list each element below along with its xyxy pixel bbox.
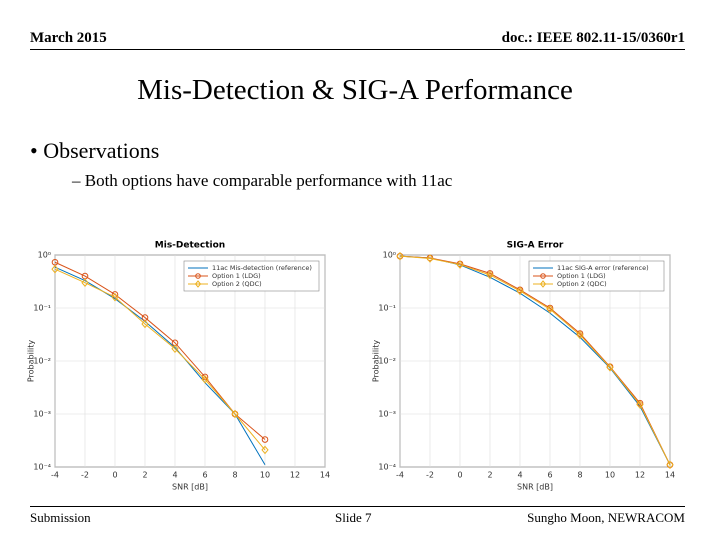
y-tick-label: 10⁻⁴ bbox=[33, 463, 51, 472]
x-tick-label: 2 bbox=[487, 471, 492, 480]
x-tick-label: -4 bbox=[51, 471, 59, 480]
x-tick-label: 10 bbox=[605, 471, 615, 480]
y-tick-label: 10⁻¹ bbox=[33, 304, 51, 313]
sub-bullet: – Both options have comparable performan… bbox=[72, 171, 453, 190]
x-tick-label: 12 bbox=[290, 471, 300, 480]
marker bbox=[201, 375, 209, 384]
x-tick-label: -4 bbox=[396, 471, 404, 480]
marker bbox=[486, 270, 494, 280]
legend-marker bbox=[540, 273, 546, 279]
x-tick-label: 10 bbox=[260, 471, 270, 480]
marker bbox=[171, 344, 179, 354]
x-tick-label: 2 bbox=[142, 471, 147, 480]
y-tick-label: 10⁰ bbox=[38, 251, 51, 260]
chart: 10⁻⁴ 10⁻³ 10⁻² 10⁻¹ 10⁰ -4 -2 0 2 4 6 8 10 12 14 Mis-De… bbox=[27, 241, 331, 492]
y-tick-label: 10⁰ bbox=[383, 251, 396, 260]
marker bbox=[111, 292, 119, 302]
chart-title: Mis-Detection bbox=[155, 241, 225, 251]
chart: 10⁻⁴ 10⁻³ 10⁻² 10⁻¹ 10⁰ -4 -2 0 2 4 6 8 10 12 14 SIG-A … bbox=[372, 241, 676, 492]
marker bbox=[141, 319, 149, 329]
legend-label: Option 2 (QDC) bbox=[212, 280, 262, 288]
marker bbox=[576, 330, 584, 340]
legend-label: Option 2 (QDC) bbox=[557, 280, 607, 288]
series-line bbox=[54, 268, 266, 451]
legend-label: 11ac Mis-detection (reference) bbox=[212, 264, 312, 272]
footer-rule bbox=[30, 506, 685, 507]
header-rule bbox=[30, 49, 685, 50]
x-tick-label: 14 bbox=[320, 471, 330, 480]
x-tick-label: 0 bbox=[112, 471, 117, 480]
marker bbox=[261, 436, 269, 443]
x-tick-label: -2 bbox=[426, 471, 434, 480]
legend-marker bbox=[195, 273, 201, 279]
marker bbox=[396, 251, 404, 261]
y-tick-label: 10⁻¹ bbox=[378, 304, 396, 313]
y-axis-label: Probability bbox=[27, 340, 36, 383]
x-axis-label: SNR [dB] bbox=[172, 483, 208, 492]
marker bbox=[51, 264, 59, 274]
marker bbox=[231, 409, 239, 419]
slide-title: Mis-Detection & SIG-A Performance bbox=[137, 74, 573, 106]
marker bbox=[636, 400, 644, 409]
marker bbox=[546, 304, 554, 314]
y-axis-label: Probability bbox=[372, 340, 381, 383]
y-tick-label: 10⁻² bbox=[378, 357, 396, 366]
x-tick-label: 8 bbox=[232, 471, 237, 480]
y-tick-label: 10⁻⁴ bbox=[378, 463, 396, 472]
y-tick-label: 10⁻² bbox=[33, 357, 51, 366]
marker bbox=[81, 278, 89, 287]
marker bbox=[606, 363, 614, 372]
bullet: • Observations bbox=[30, 138, 160, 163]
footer-left: Submission bbox=[30, 510, 91, 525]
series-line bbox=[399, 255, 671, 466]
x-tick-label: 14 bbox=[665, 471, 675, 480]
header-date: March 2015 bbox=[30, 30, 107, 46]
marker bbox=[516, 286, 524, 296]
x-tick-label: 4 bbox=[172, 471, 177, 480]
marker bbox=[486, 270, 494, 277]
header-doc: doc.: IEEE 802.11-15/0360r1 bbox=[501, 30, 685, 46]
x-axis-label: SNR [dB] bbox=[517, 483, 553, 492]
legend-label: 11ac SIG-A error (reference) bbox=[557, 264, 649, 272]
chart-title: SIG-A Error bbox=[507, 241, 564, 251]
x-tick-label: 12 bbox=[635, 471, 645, 480]
footer-center: Slide 7 bbox=[335, 510, 372, 525]
bullet-text: Observations bbox=[43, 138, 160, 163]
legend-marker bbox=[539, 280, 547, 288]
marker bbox=[456, 260, 464, 269]
x-tick-label: 8 bbox=[577, 471, 582, 480]
legend-label: Option 1 (LDG) bbox=[557, 272, 606, 280]
marker bbox=[261, 445, 269, 455]
y-tick-label: 10⁻³ bbox=[33, 410, 51, 419]
legend-label: Option 1 (LDG) bbox=[212, 272, 261, 280]
marker bbox=[666, 460, 674, 470]
y-tick-label: 10⁻³ bbox=[378, 410, 396, 419]
legend-marker bbox=[194, 280, 202, 288]
footer-right: Sungho Moon, NEWRACOM bbox=[527, 510, 685, 525]
x-tick-label: 6 bbox=[202, 471, 207, 480]
series-line bbox=[399, 255, 671, 466]
x-tick-label: 6 bbox=[547, 471, 552, 480]
x-tick-label: 4 bbox=[517, 471, 522, 480]
x-tick-label: 0 bbox=[457, 471, 462, 480]
x-tick-label: -2 bbox=[81, 471, 89, 480]
marker bbox=[426, 254, 434, 263]
sub-bullet-text: Both options have comparable performance… bbox=[84, 171, 453, 190]
marker bbox=[636, 399, 644, 407]
